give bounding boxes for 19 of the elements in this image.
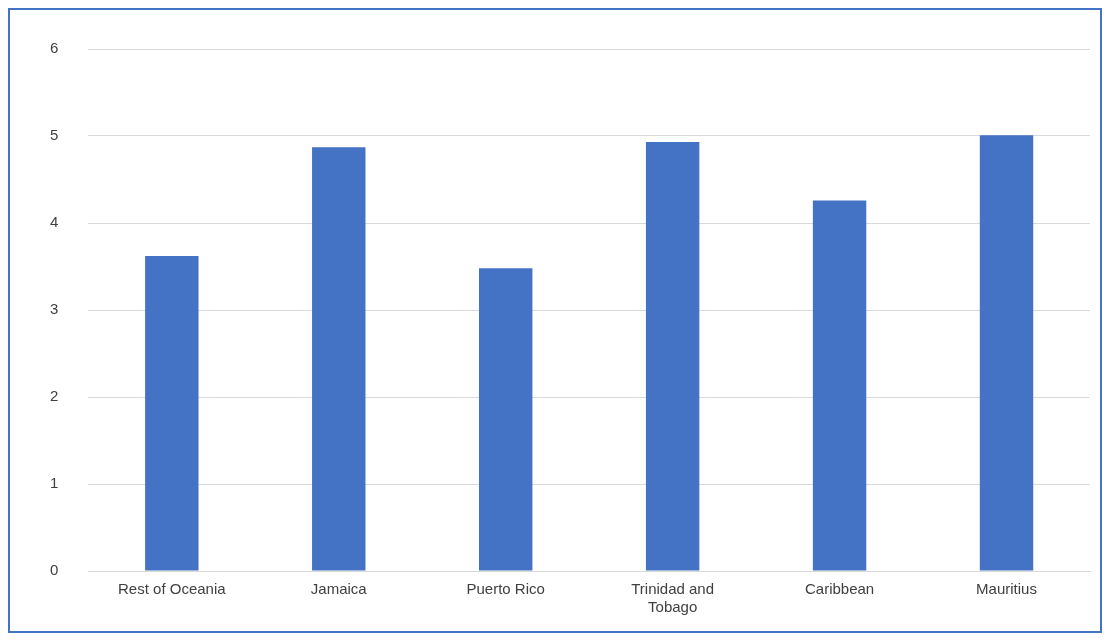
bar [979, 135, 1034, 571]
x-tick-label: Puerto Rico [466, 580, 545, 598]
x-tick-label: Rest of Oceania [118, 580, 227, 598]
y-tick-label: 2 [50, 387, 59, 405]
y-tick-label: 6 [50, 39, 59, 57]
x-tick-label: Trinidad and Tobago [631, 580, 715, 616]
y-tick-label: 1 [50, 474, 59, 492]
y-tick-label: 5 [50, 126, 59, 144]
bar [812, 200, 867, 571]
x-tick-label: Caribbean [804, 580, 875, 598]
bar [478, 268, 533, 571]
y-tick-label: 4 [50, 213, 59, 231]
x-tick-label: Mauritius [976, 580, 1037, 598]
bar [145, 256, 199, 571]
bar [645, 142, 700, 571]
y-tick-label: 3 [50, 300, 59, 318]
bar [312, 147, 366, 571]
y-tick-label: 0 [50, 561, 59, 579]
x-tick-label: Jamaica [310, 580, 368, 598]
